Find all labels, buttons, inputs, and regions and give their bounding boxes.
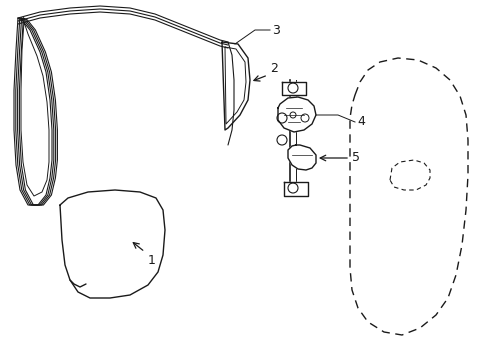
- Polygon shape: [278, 97, 315, 132]
- Text: 1: 1: [148, 253, 156, 266]
- Polygon shape: [284, 182, 307, 196]
- Text: 5: 5: [351, 152, 359, 165]
- Polygon shape: [282, 82, 305, 95]
- Polygon shape: [287, 145, 315, 170]
- Text: 2: 2: [269, 62, 277, 75]
- Text: 3: 3: [271, 23, 279, 36]
- Text: 4: 4: [356, 116, 364, 129]
